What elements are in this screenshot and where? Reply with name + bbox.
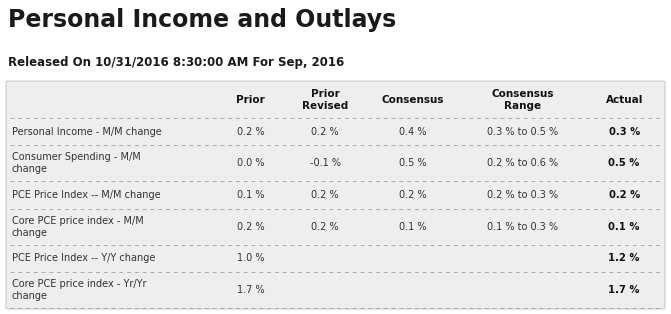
Text: Consensus
Range: Consensus Range: [491, 89, 554, 111]
Text: 0.2 %: 0.2 %: [311, 127, 339, 137]
Text: Core PCE price index - Yr/Yr
change: Core PCE price index - Yr/Yr change: [12, 279, 146, 301]
Text: 0.2 %: 0.2 %: [399, 190, 427, 200]
Text: 0.2 %: 0.2 %: [311, 222, 339, 232]
Text: 0.0 %: 0.0 %: [237, 158, 264, 168]
FancyBboxPatch shape: [6, 81, 665, 309]
Text: 0.2 %: 0.2 %: [311, 190, 339, 200]
Text: Personal Income - M/M change: Personal Income - M/M change: [12, 127, 162, 137]
Text: 0.5 %: 0.5 %: [609, 158, 640, 168]
Text: 0.2 %: 0.2 %: [237, 222, 264, 232]
Text: 0.4 %: 0.4 %: [399, 127, 427, 137]
Text: Released On 10/31/2016 8:30:00 AM For Sep, 2016: Released On 10/31/2016 8:30:00 AM For Se…: [8, 56, 344, 69]
Text: Personal Income and Outlays: Personal Income and Outlays: [8, 8, 397, 32]
Text: Core PCE price index - M/M
change: Core PCE price index - M/M change: [12, 215, 144, 238]
Text: 0.3 % to 0.5 %: 0.3 % to 0.5 %: [486, 127, 558, 137]
Text: Prior
Revised: Prior Revised: [302, 89, 348, 111]
Text: 0.2 % to 0.3 %: 0.2 % to 0.3 %: [486, 190, 558, 200]
Text: Prior: Prior: [236, 95, 265, 105]
Text: 0.2 %: 0.2 %: [237, 127, 264, 137]
Text: PCE Price Index -- Y/Y change: PCE Price Index -- Y/Y change: [12, 253, 155, 263]
Text: 0.1 %: 0.1 %: [237, 190, 264, 200]
Text: 0.1 %: 0.1 %: [609, 222, 640, 232]
Text: 1.2 %: 1.2 %: [609, 253, 640, 263]
Text: 1.7 %: 1.7 %: [237, 285, 264, 295]
Text: 0.2 %: 0.2 %: [609, 190, 639, 200]
Text: 0.1 %: 0.1 %: [399, 222, 427, 232]
Text: 1.7 %: 1.7 %: [609, 285, 640, 295]
Text: 0.5 %: 0.5 %: [399, 158, 427, 168]
Text: PCE Price Index -- M/M change: PCE Price Index -- M/M change: [12, 190, 160, 200]
Text: 1.0 %: 1.0 %: [237, 253, 264, 263]
Text: -0.1 %: -0.1 %: [309, 158, 340, 168]
Text: Consumer Spending - M/M
change: Consumer Spending - M/M change: [12, 152, 141, 175]
Text: 0.1 % to 0.3 %: 0.1 % to 0.3 %: [487, 222, 558, 232]
Text: 0.3 %: 0.3 %: [609, 127, 639, 137]
Text: Consensus: Consensus: [382, 95, 444, 105]
Text: Actual: Actual: [605, 95, 643, 105]
Text: 0.2 % to 0.6 %: 0.2 % to 0.6 %: [486, 158, 558, 168]
